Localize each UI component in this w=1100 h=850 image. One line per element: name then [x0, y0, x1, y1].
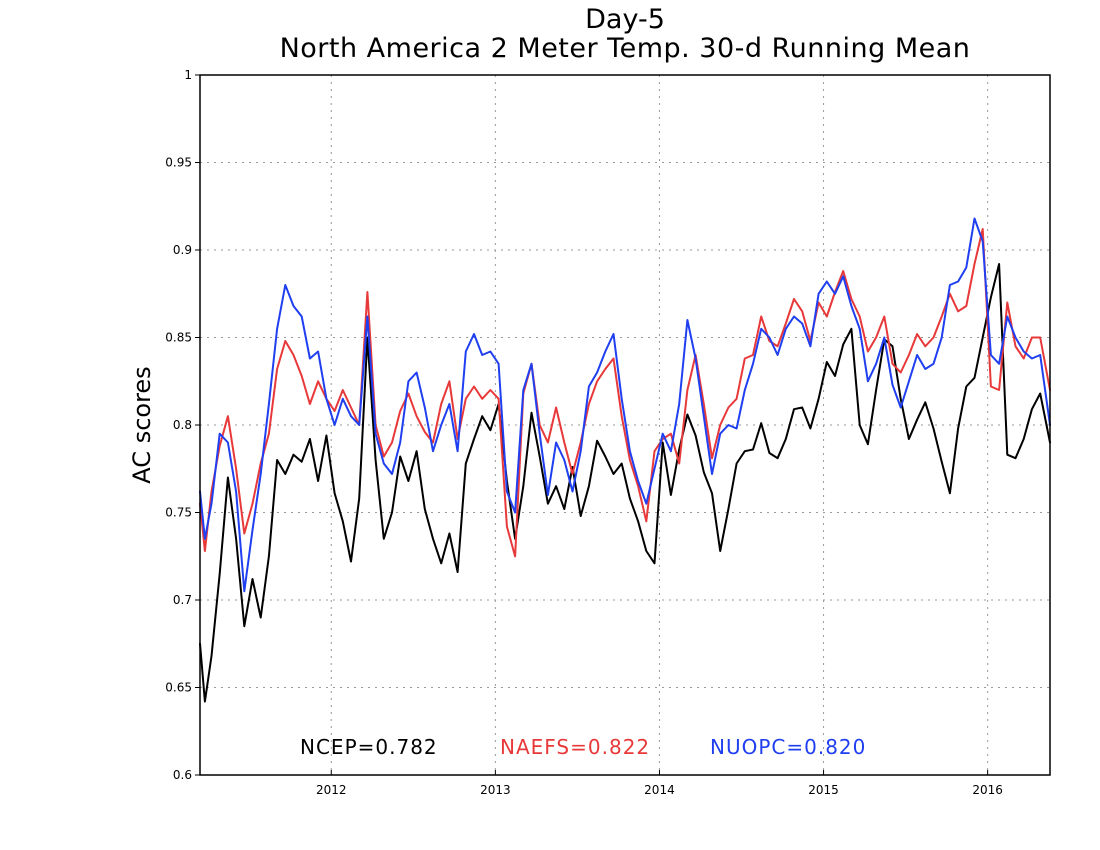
series-line-naefs: [199, 228, 1051, 558]
y-tick-label: 0.95: [165, 156, 192, 170]
y-tick-label: 1: [184, 68, 192, 82]
x-tick-label: 2013: [480, 783, 511, 797]
x-tick-label: 2015: [808, 783, 839, 797]
y-tick-label: 0.75: [165, 506, 192, 520]
legend-label-nuopc: NUOPC=0.820: [710, 735, 866, 759]
axis-ticks: 0.6 0.65 0.7 0.75 0.8 0.85 0.9 0.95 1 2012 2013 201…: [165, 68, 1003, 797]
y-tick-label: 0.9: [173, 243, 192, 257]
x-tick-label: 2016: [972, 783, 1003, 797]
y-tick-label: 0.6: [173, 768, 192, 782]
y-tick-label: 0.85: [165, 331, 192, 345]
series-line-nuopc: [199, 217, 1051, 593]
y-tick-label: 0.7: [173, 593, 192, 607]
chart-subtitle: North America 2 Meter Temp. 30-d Running…: [279, 33, 971, 64]
legend-label-naefs: NAEFS=0.822: [500, 735, 650, 759]
y-tick-label: 0.65: [165, 681, 192, 695]
chart-title: Day-5: [585, 4, 665, 35]
x-tick-label: 2012: [316, 783, 347, 797]
y-tick-label: 0.8: [173, 418, 192, 432]
legend-label-ncep: NCEP=0.782: [300, 735, 438, 759]
series-group: [199, 217, 1051, 703]
x-tick-label: 2014: [644, 783, 675, 797]
series-line-ncep: [199, 263, 1051, 703]
legend: NCEP=0.782 NAEFS=0.822 NUOPC=0.820: [300, 735, 866, 759]
